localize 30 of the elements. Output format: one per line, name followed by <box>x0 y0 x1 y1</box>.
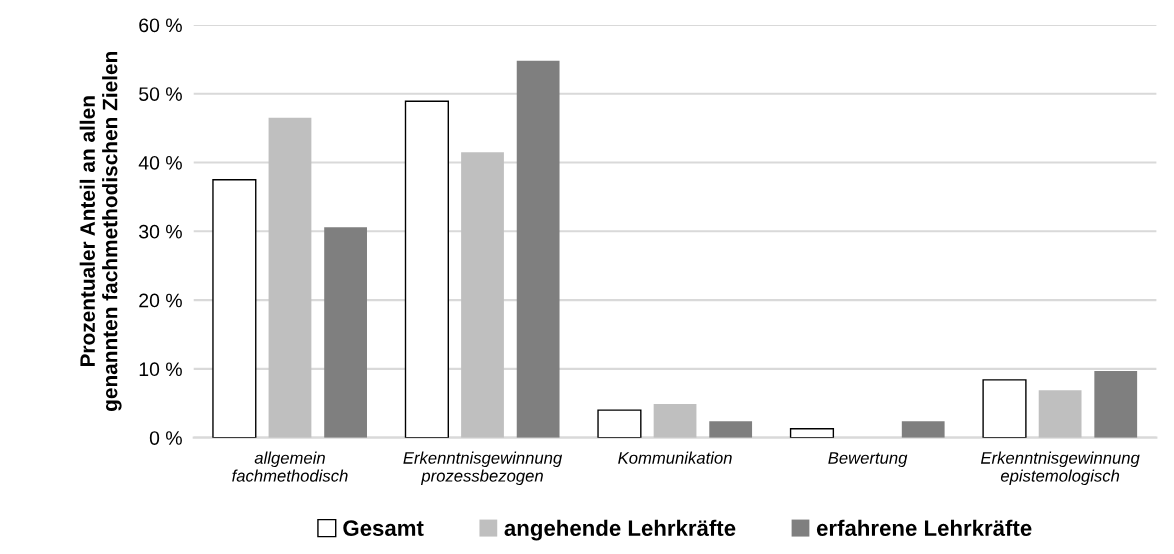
x-tick-label: allgemein fachmethodisch <box>232 451 348 482</box>
bar <box>901 421 945 438</box>
x-tick-label: Bewertung <box>828 452 908 468</box>
bar <box>461 152 504 438</box>
y-axis-title: Prozentualer Anteil an allen genannten fachmethodischen Zielen <box>79 51 122 412</box>
y-tick-label: 40 % <box>138 155 182 170</box>
bar <box>789 428 835 438</box>
bar <box>1038 390 1082 438</box>
bar <box>268 117 312 438</box>
y-tick-label: 60 % <box>139 18 182 33</box>
x-tick-label: Kommunikation <box>618 451 732 464</box>
y-tick-label: 0 % <box>149 431 182 445</box>
bar <box>709 421 753 438</box>
bar <box>516 60 560 438</box>
bar <box>653 403 697 438</box>
legend-label: Gesamt <box>343 520 424 537</box>
y-tick-label: 10 % <box>139 362 182 377</box>
y-tick-label: 20 % <box>139 293 182 308</box>
x-tick-label: Erkenntnisgewinnung prozessbezogen <box>403 451 563 486</box>
bar <box>404 100 449 438</box>
bar <box>1094 370 1138 438</box>
x-tick-label: Erkenntnisgewinnung epistemologisch <box>980 451 1140 486</box>
legend-label: erfahrene Lehrkräfte <box>816 519 1032 537</box>
y-tick-label: 30 % <box>139 224 182 239</box>
legend-label: angehende Lehrkräfte <box>504 519 736 541</box>
bar <box>597 409 642 438</box>
bar <box>212 179 257 438</box>
y-tick-label: 50 % <box>139 87 182 101</box>
bar <box>982 379 1027 438</box>
bar <box>324 227 367 438</box>
